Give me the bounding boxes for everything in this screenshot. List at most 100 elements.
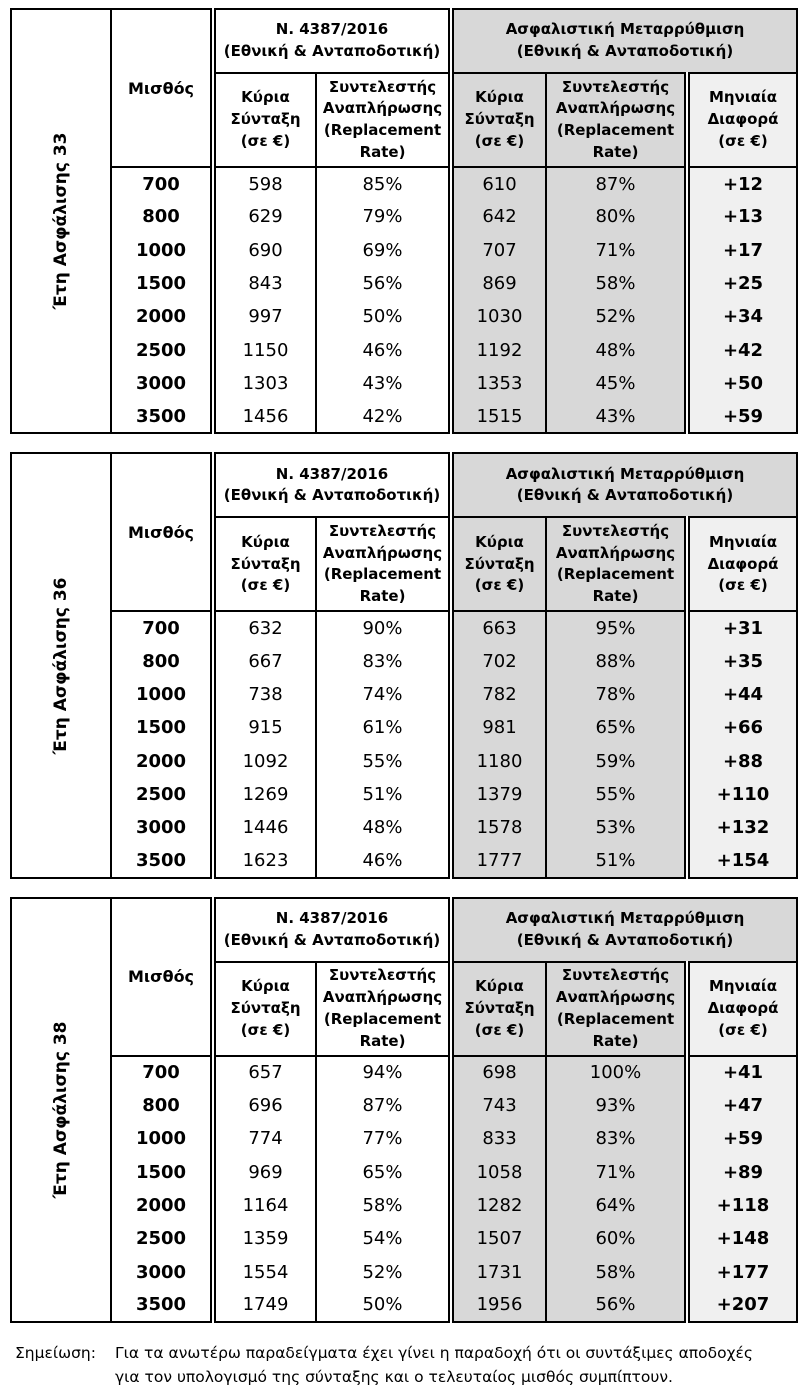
table-row: 3500 1456 42% 1515 43% +59 bbox=[11, 400, 798, 434]
diff-value: +118 bbox=[683, 1188, 798, 1223]
table-row: 3000 1446 48% 1578 53% +132 bbox=[11, 811, 798, 845]
diff-value: +42 bbox=[683, 333, 798, 367]
old-pension-value: 1164 bbox=[210, 1188, 316, 1223]
new-rate-value: 43% bbox=[545, 400, 687, 434]
old-rate-header: Συντελεστής Αναπλήρωσης (Replacement Rat… bbox=[315, 961, 451, 1057]
old-pension-value: 690 bbox=[210, 233, 316, 267]
diff-value: +132 bbox=[683, 811, 798, 845]
old-law-group-header: N. 4387/2016 (Εθνική & Ανταποδοτική) bbox=[210, 453, 451, 519]
old-pension-value: 1359 bbox=[210, 1222, 316, 1256]
salary-value: 3500 bbox=[110, 400, 213, 434]
old-rate-value: 58% bbox=[315, 1188, 451, 1223]
salary-value: 2500 bbox=[110, 333, 213, 367]
table-row: 700 632 90% 663 95% +31 bbox=[11, 611, 798, 645]
new-pension-value: 610 bbox=[448, 167, 546, 201]
years-label: Έτη Ασφάλισης 38 bbox=[51, 1021, 71, 1199]
salary-value: 700 bbox=[110, 1055, 213, 1090]
salary-value: 1500 bbox=[110, 711, 213, 745]
old-rate-value: 46% bbox=[315, 844, 451, 878]
diff-value: +17 bbox=[683, 233, 798, 267]
table-row: 1000 738 74% 782 78% +44 bbox=[11, 677, 798, 712]
salary-header: Μισθός bbox=[110, 897, 213, 1057]
reform-group-header: Ασφαλιστική Μεταρρύθμιση (Εθνική & Ανταπ… bbox=[447, 453, 798, 519]
new-pension-value: 698 bbox=[448, 1055, 546, 1090]
old-rate-value: 65% bbox=[315, 1155, 451, 1189]
old-rate-value: 48% bbox=[315, 811, 451, 845]
new-pension-value: 743 bbox=[448, 1089, 546, 1123]
diff-value: +154 bbox=[683, 844, 798, 878]
old-rate-value: 87% bbox=[315, 1089, 451, 1123]
salary-value: 3500 bbox=[110, 844, 213, 878]
old-pension-value: 1623 bbox=[210, 844, 316, 878]
salary-value: 1000 bbox=[110, 1122, 213, 1156]
old-law-group-header: N. 4387/2016 (Εθνική & Ανταποδοτική) bbox=[210, 897, 451, 963]
old-pension-value: 1554 bbox=[210, 1255, 316, 1289]
old-law-group-header: N. 4387/2016 (Εθνική & Ανταποδοτική) bbox=[210, 9, 451, 74]
old-pension-value: 1150 bbox=[210, 333, 316, 367]
old-rate-value: 55% bbox=[315, 744, 451, 778]
table-row: 700 598 85% 610 87% +12 bbox=[11, 167, 798, 201]
table-row: 3000 1554 52% 1731 58% +177 bbox=[11, 1255, 798, 1289]
diff-value: +148 bbox=[683, 1222, 798, 1256]
salary-value: 2500 bbox=[110, 777, 213, 812]
reform-group-header: Ασφαλιστική Μεταρρύθμιση (Εθνική & Ανταπ… bbox=[447, 897, 798, 963]
salary-value: 1000 bbox=[110, 233, 213, 267]
table-row: 800 696 87% 743 93% +47 bbox=[11, 1089, 798, 1123]
old-pension-value: 632 bbox=[210, 611, 316, 645]
old-rate-value: 61% bbox=[315, 711, 451, 745]
table-row: 1000 690 69% 707 71% +17 bbox=[11, 233, 798, 267]
insurance-years-36-table: Έτη Ασφάλισης 36 Μισθός N. 4387/2016 (Εθ… bbox=[10, 452, 799, 879]
new-pension-value: 833 bbox=[448, 1122, 546, 1156]
footnote-label: Σημείωση: bbox=[15, 1344, 96, 1363]
old-rate-value: 54% bbox=[315, 1222, 451, 1256]
old-pension-value: 1303 bbox=[210, 366, 316, 401]
old-rate-value: 77% bbox=[315, 1122, 451, 1156]
salary-value: 3000 bbox=[110, 811, 213, 845]
old-rate-value: 69% bbox=[315, 233, 451, 267]
new-rate-value: 100% bbox=[545, 1055, 687, 1090]
new-rate-value: 52% bbox=[545, 300, 687, 334]
new-pension-value: 869 bbox=[448, 266, 546, 301]
salary-value: 2500 bbox=[110, 1222, 213, 1256]
new-rate-header: Συντελεστής Αναπλήρωσης (Replacement Rat… bbox=[545, 961, 687, 1057]
new-rate-value: 87% bbox=[545, 167, 687, 201]
new-pension-value: 663 bbox=[448, 611, 546, 645]
old-rate-value: 42% bbox=[315, 400, 451, 434]
new-rate-value: 64% bbox=[545, 1188, 687, 1223]
new-pension-value: 1192 bbox=[448, 333, 546, 367]
old-pension-value: 1446 bbox=[210, 811, 316, 845]
old-pension-value: 1269 bbox=[210, 777, 316, 812]
years-label-cell: Έτη Ασφάλισης 36 bbox=[11, 453, 111, 877]
new-rate-value: 65% bbox=[545, 711, 687, 745]
salary-header: Μισθός bbox=[110, 453, 213, 613]
salary-value: 1000 bbox=[110, 677, 213, 712]
new-rate-value: 71% bbox=[545, 1155, 687, 1189]
diff-value: +13 bbox=[683, 200, 798, 234]
old-rate-value: 50% bbox=[315, 300, 451, 334]
new-pension-value: 1731 bbox=[448, 1255, 546, 1289]
table-row: 2500 1150 46% 1192 48% +42 bbox=[11, 333, 798, 367]
table-row: 3500 1749 50% 1956 56% +207 bbox=[11, 1288, 798, 1323]
old-rate-value: 43% bbox=[315, 366, 451, 401]
new-rate-header: Συντελεστής Αναπλήρωσης (Replacement Rat… bbox=[545, 73, 687, 168]
new-pension-header: Κύρια Σύνταξη (σε €) bbox=[448, 517, 546, 613]
table-row: 800 667 83% 702 88% +35 bbox=[11, 644, 798, 678]
new-rate-value: 78% bbox=[545, 677, 687, 712]
old-pension-value: 1749 bbox=[210, 1288, 316, 1323]
old-pension-header: Κύρια Σύνταξη (σε €) bbox=[210, 73, 316, 168]
new-pension-value: 1578 bbox=[448, 811, 546, 845]
salary-value: 2000 bbox=[110, 1188, 213, 1223]
diff-value: +177 bbox=[683, 1255, 798, 1289]
footnote: Σημείωση: Για τα ανωτέρω παραδείγματα έχ… bbox=[15, 1341, 805, 1389]
new-rate-value: 83% bbox=[545, 1122, 687, 1156]
years-label-cell: Έτη Ασφάλισης 33 bbox=[11, 9, 111, 433]
new-rate-value: 58% bbox=[545, 266, 687, 301]
table-row: 3000 1303 43% 1353 45% +50 bbox=[11, 366, 798, 401]
salary-value: 800 bbox=[110, 200, 213, 234]
old-pension-value: 629 bbox=[210, 200, 316, 234]
old-rate-header: Συντελεστής Αναπλήρωσης (Replacement Rat… bbox=[315, 517, 451, 613]
salary-value: 3000 bbox=[110, 366, 213, 401]
new-pension-value: 1353 bbox=[448, 366, 546, 401]
salary-value: 3500 bbox=[110, 1288, 213, 1323]
diff-header: Μηνιαία Διαφορά (σε €) bbox=[683, 517, 798, 613]
